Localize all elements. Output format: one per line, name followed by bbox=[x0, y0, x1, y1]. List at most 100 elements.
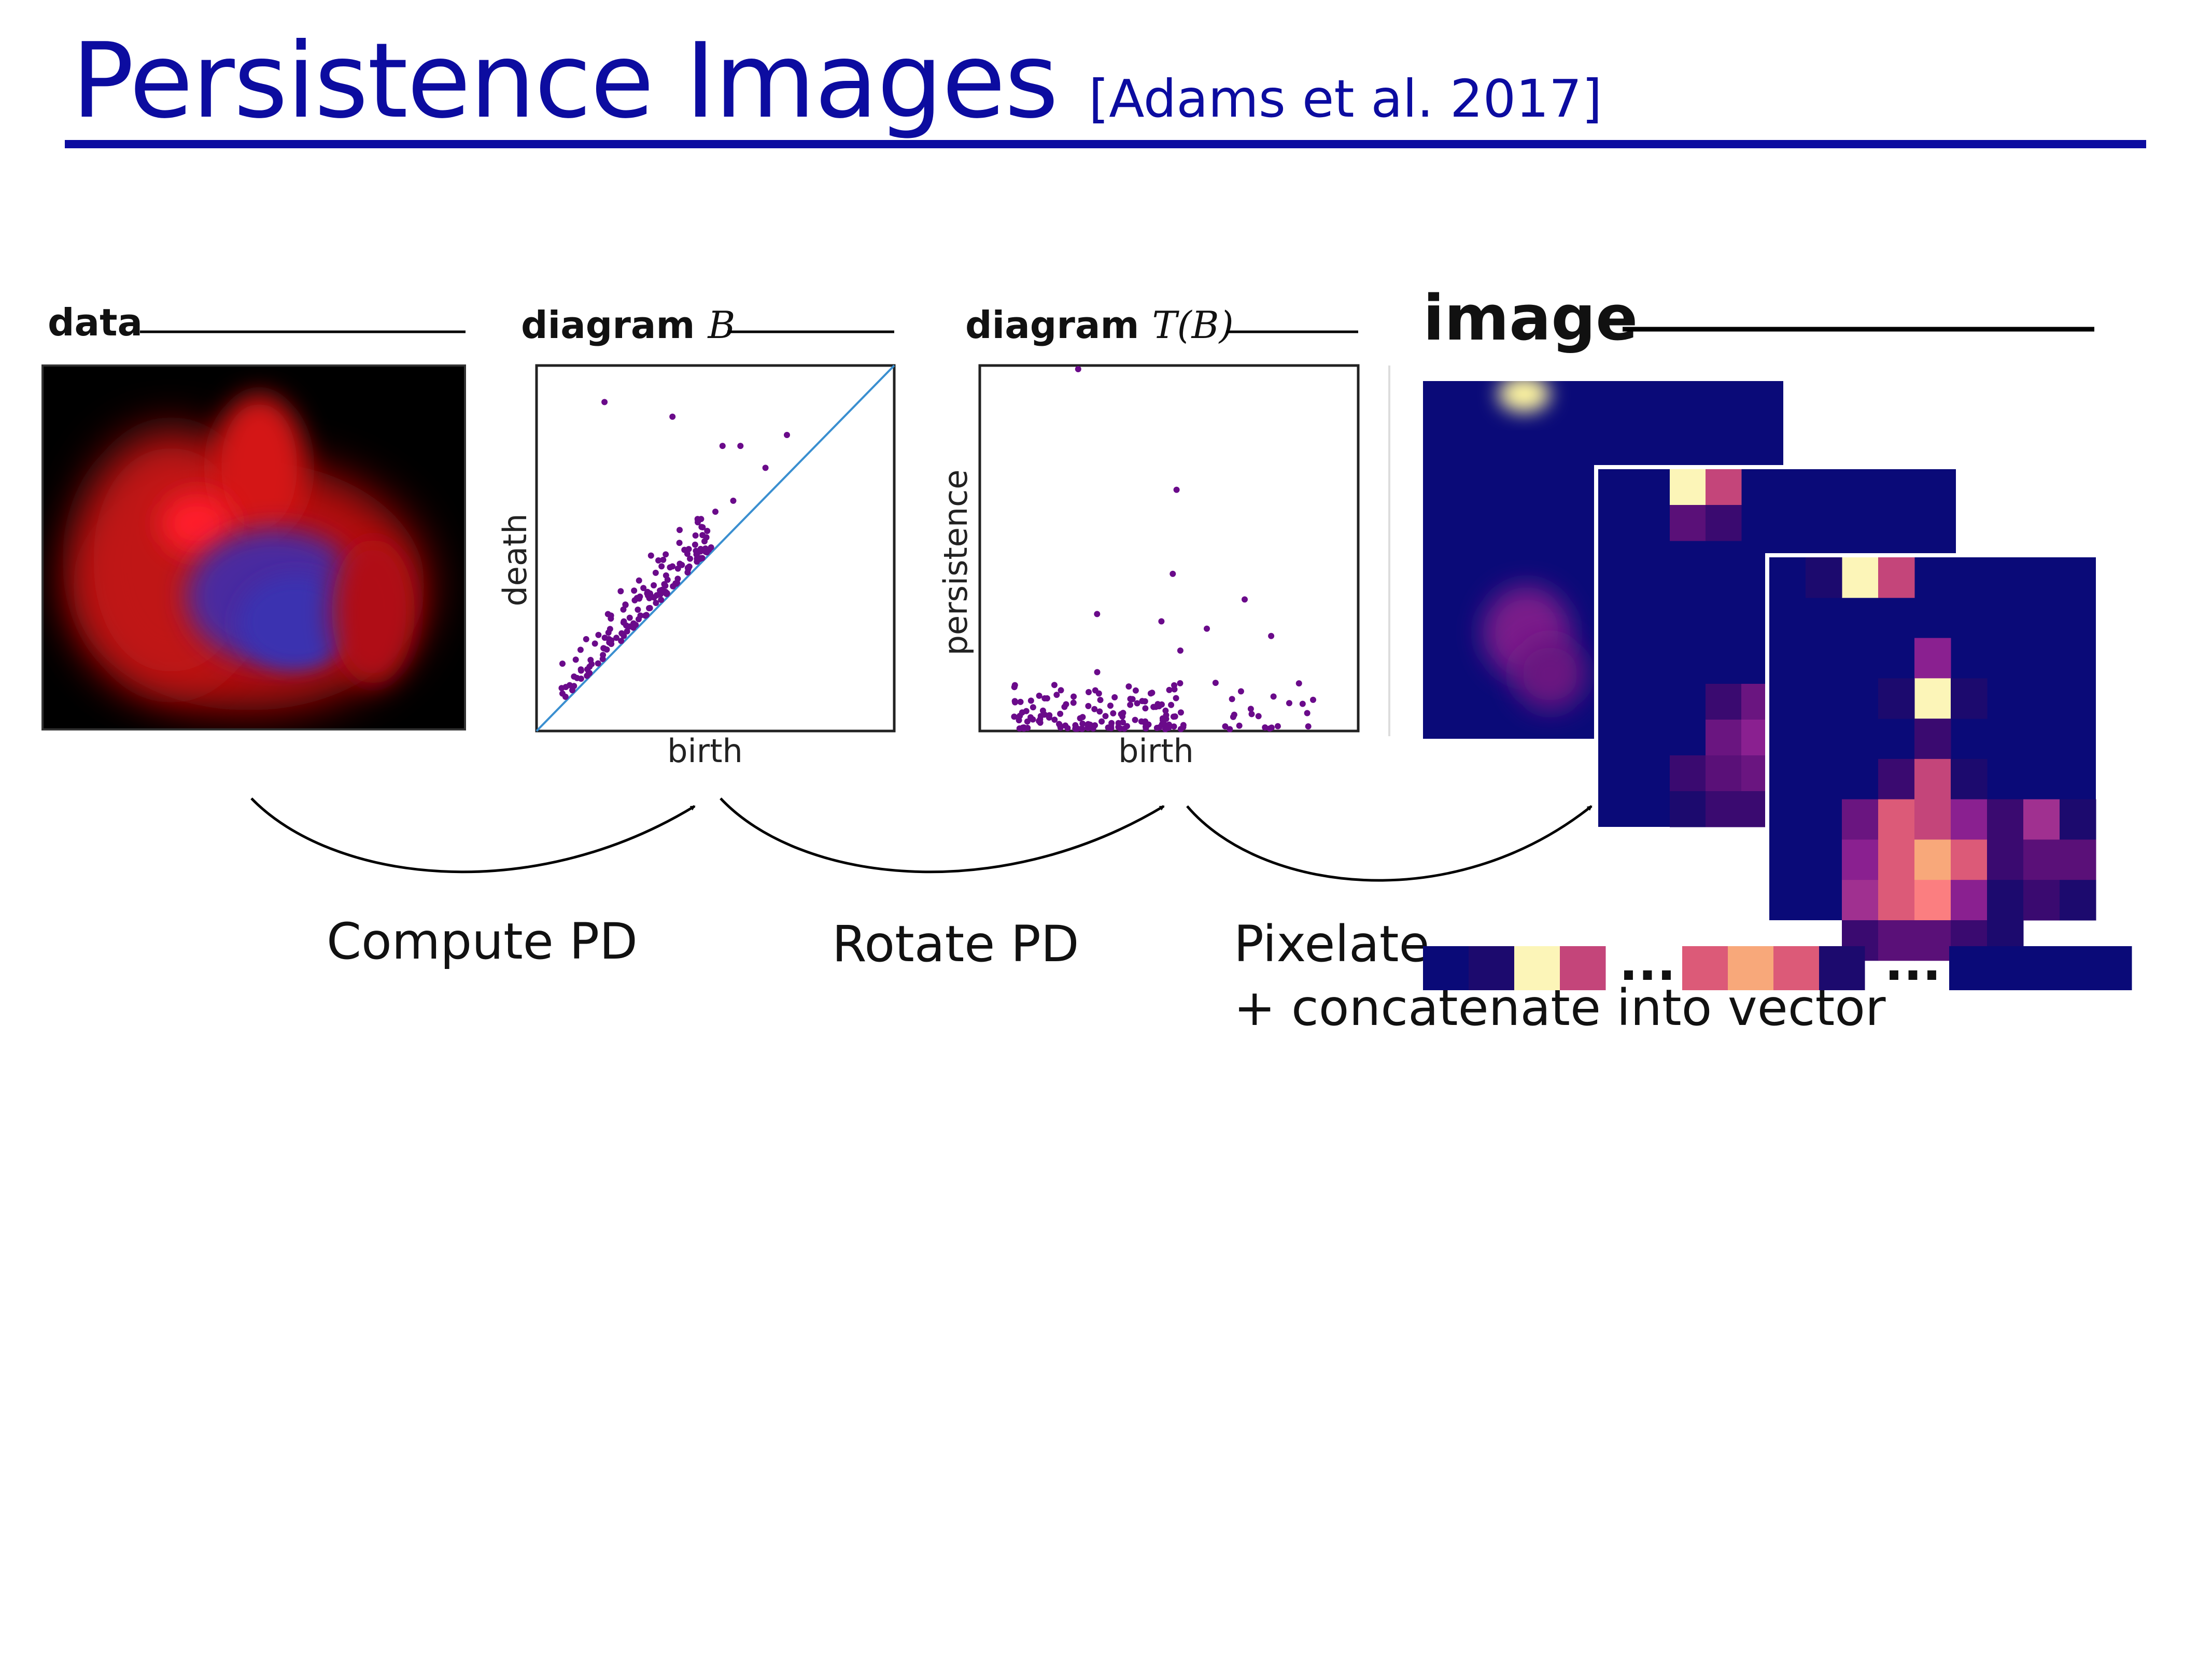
vector-cell bbox=[2086, 946, 2132, 990]
diagram-b-point bbox=[646, 604, 653, 611]
diagram-b-point bbox=[651, 594, 657, 601]
diagram-tb-point bbox=[1011, 682, 1018, 688]
diagram-b-point bbox=[674, 580, 681, 586]
persistence-image-3-pixel bbox=[2023, 839, 2060, 880]
persistence-image-3-pixel bbox=[1914, 799, 1951, 840]
persistence-image-3-pixel bbox=[1878, 799, 1915, 840]
diagram-b-point bbox=[571, 683, 577, 690]
diagram-tb-point bbox=[1170, 570, 1176, 577]
image-label-text: image bbox=[1423, 283, 1638, 355]
diagram-b-point bbox=[605, 636, 612, 642]
diagram-b-point bbox=[601, 645, 608, 652]
vector-cell bbox=[2040, 946, 2087, 990]
diagram-tb-point bbox=[1162, 707, 1169, 714]
diagram-tb-point bbox=[1027, 697, 1034, 704]
diagram-b-xlabel: birth bbox=[667, 732, 743, 770]
diagram-b-point bbox=[635, 616, 642, 623]
diagram-tb-point bbox=[1147, 690, 1154, 697]
persistence-image-2-pixel bbox=[1706, 791, 1742, 827]
persistence-image-3-pixel bbox=[1878, 557, 1915, 598]
vector-cell bbox=[1560, 946, 1606, 990]
diagram-tb-point bbox=[1030, 704, 1036, 711]
diagram-b-point bbox=[631, 587, 638, 594]
diagram-b-plot: birth death bbox=[496, 364, 896, 770]
diagram-tb-point bbox=[1212, 680, 1219, 686]
diagram-tb-point bbox=[1011, 713, 1018, 720]
diagram-b-point bbox=[737, 443, 744, 449]
diagram-tb-point bbox=[1295, 680, 1302, 687]
diagram-b-point bbox=[677, 527, 683, 533]
image-panel-label: image bbox=[1423, 283, 1638, 355]
diagram-tb-label-text: diagram bbox=[965, 303, 1139, 347]
diagram-tb-point bbox=[1085, 721, 1092, 727]
diagram-b-point bbox=[687, 555, 694, 562]
diagram-tb-point bbox=[1286, 700, 1292, 707]
diagram-b-point bbox=[618, 638, 625, 644]
diagram-tb-point bbox=[1270, 693, 1277, 700]
diagram-b-point bbox=[591, 640, 598, 647]
title-rule bbox=[65, 140, 2146, 148]
diagram-tb-point bbox=[1237, 688, 1244, 695]
diagram-b-point bbox=[640, 585, 647, 592]
diagram-tb-point bbox=[1231, 711, 1237, 718]
diagram-b-point bbox=[562, 684, 569, 691]
diagram-b-point bbox=[599, 656, 606, 663]
persistence-image-3-pixel bbox=[2060, 799, 2096, 840]
diagram-tb-point bbox=[1127, 701, 1134, 708]
persistence-image-3-pixel bbox=[1951, 678, 1988, 719]
persistence-image-3-pixel bbox=[1987, 839, 2024, 880]
diagram-tb-point bbox=[1037, 720, 1044, 726]
vector-ellipsis-1: ... bbox=[1619, 934, 1675, 992]
diagram-tb-point bbox=[1222, 723, 1229, 730]
diagram-b-point bbox=[762, 465, 769, 471]
diagram-b-point bbox=[719, 443, 726, 449]
diagram-tb-point bbox=[1158, 618, 1165, 625]
diagram-b-point bbox=[679, 561, 685, 568]
diagram-b-point bbox=[577, 676, 584, 682]
diagram-tb-point bbox=[1236, 722, 1243, 729]
diagram-tb-points bbox=[1011, 366, 1317, 733]
diagram-b-point bbox=[697, 555, 703, 561]
diagram-b-point bbox=[647, 552, 654, 559]
diagram-tb-point bbox=[1102, 713, 1109, 720]
diagram-b-label-math: B bbox=[708, 303, 736, 347]
diagram-tb-point bbox=[1125, 683, 1132, 690]
persistence-image-3-pixel bbox=[1987, 799, 2024, 840]
diagram-b-point bbox=[630, 624, 637, 631]
persistence-image-2-pixel bbox=[1670, 469, 1706, 505]
persistence-image-3-pixel bbox=[1806, 557, 1842, 598]
diagram-tb-point bbox=[1118, 711, 1124, 718]
diagram-b-point bbox=[702, 549, 709, 555]
diagram-b-point bbox=[663, 572, 669, 579]
diagram-b-label: diagram B bbox=[521, 303, 735, 347]
diagram-tb-point bbox=[1204, 625, 1210, 632]
diagram-b-point bbox=[692, 532, 699, 539]
persistence-image-3-pixel bbox=[1842, 557, 1879, 598]
diagram-tb-point bbox=[1159, 721, 1165, 728]
persistence-image-3-pixel bbox=[1878, 758, 1915, 800]
persistence-image-2-pixel bbox=[1670, 791, 1706, 827]
diagram-tb-point bbox=[1299, 700, 1306, 707]
vector-cell bbox=[1682, 946, 1728, 990]
persistence-image-3-pixel bbox=[1878, 880, 1915, 921]
diagram-b-point bbox=[655, 557, 662, 564]
persistence-image-2-pixel bbox=[1670, 755, 1706, 792]
diagram-b-point bbox=[651, 582, 657, 589]
diagram-b-point bbox=[642, 612, 649, 619]
diagram-tb-point bbox=[1079, 720, 1086, 727]
diagram-b-point bbox=[676, 540, 683, 546]
diagram-b-point bbox=[684, 569, 691, 576]
diagram-b-point bbox=[572, 656, 579, 663]
diagram-tb-point bbox=[1085, 702, 1092, 709]
diagram-tb-point bbox=[1019, 709, 1025, 716]
diagram-b-point bbox=[660, 556, 667, 563]
diagram-tb-point bbox=[1095, 690, 1102, 697]
diagram-tb-point bbox=[1070, 699, 1077, 706]
diagram-tb-point bbox=[1016, 725, 1023, 732]
persistence-image-3-pixel bbox=[1914, 758, 1951, 800]
persistence-image-2-pixel bbox=[1706, 469, 1742, 505]
vector-cell bbox=[1469, 946, 1515, 990]
diagram-tb-point bbox=[1143, 725, 1149, 732]
persistence-image-3-pixel bbox=[1951, 758, 1988, 800]
diagram-tb-point bbox=[1304, 710, 1311, 716]
